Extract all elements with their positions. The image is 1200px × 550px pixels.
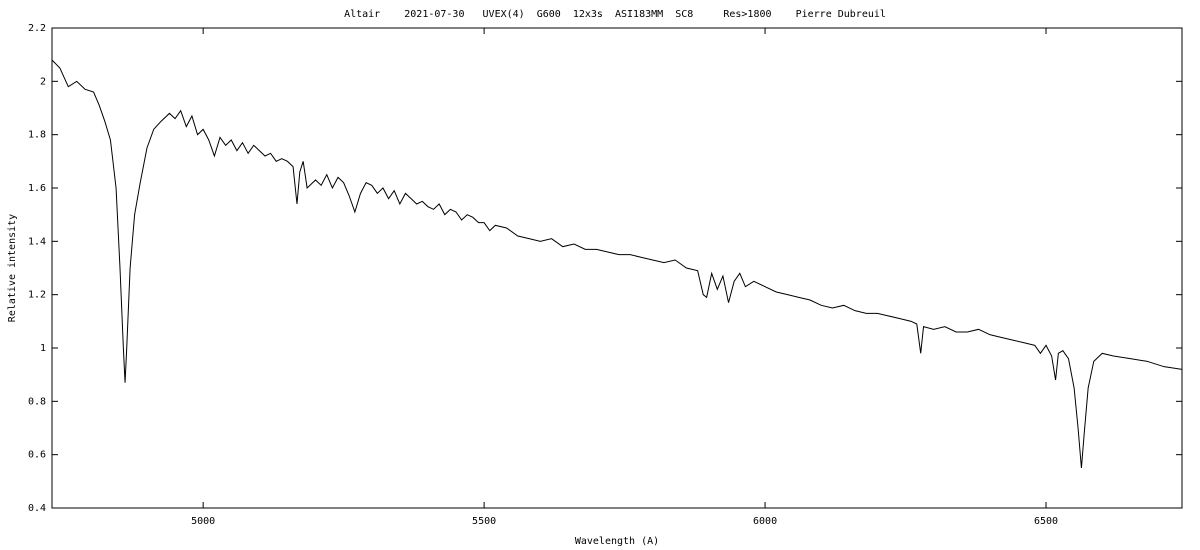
y-tick-label: 1.2 [28,290,46,301]
plot-frame [51,27,1183,509]
x-tick-label: 6500 [1034,516,1058,527]
y-tick-label: 1.6 [28,183,46,194]
y-tick-label: 1 [40,343,46,354]
x-tick-label: 5500 [472,516,496,527]
x-tick-label: 5000 [191,516,215,527]
y-tick-label: 0.4 [28,503,46,514]
y-tick-label: 1.8 [28,130,46,141]
x-tick-label: 6000 [753,516,777,527]
y-axis-label: Relative intensity [7,214,18,322]
y-tick-label: 2.2 [28,23,46,34]
y-tick-label: 0.6 [28,450,46,461]
y-tick-label: 1.4 [28,236,46,247]
chart-title: Altair 2021-07-30 UVEX(4) G600 12x3s ASI… [344,9,886,20]
x-axis-label: Wavelength (A) [575,536,659,547]
y-tick-label: 0.8 [28,396,46,407]
y-tick-label: 2 [40,76,46,87]
spectrum-line [51,59,1183,469]
